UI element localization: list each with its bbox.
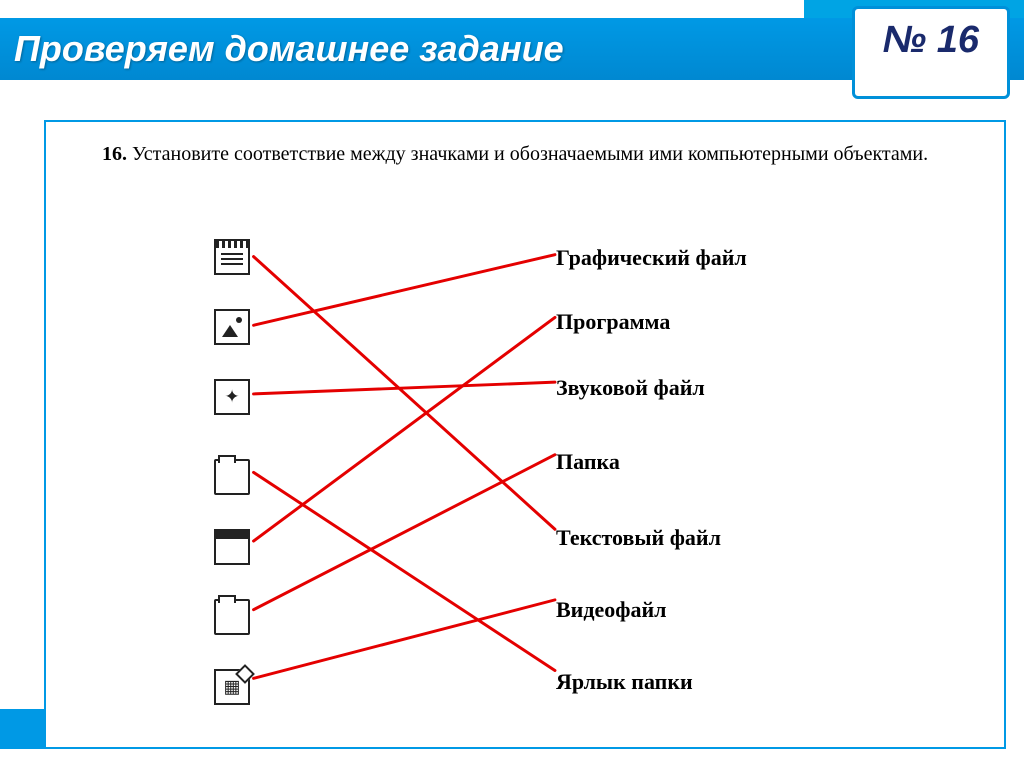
video-icon bbox=[214, 669, 254, 709]
folder2-icon bbox=[214, 599, 254, 639]
label-graphic: Графический файл bbox=[556, 245, 747, 271]
label-program: Программа bbox=[556, 309, 670, 335]
question-body: Установите соответствие между значками и… bbox=[132, 143, 928, 165]
content-frame: 16. Установите соответствие между значка… bbox=[44, 120, 1006, 749]
question-number: 16. bbox=[102, 143, 127, 165]
connection-lines bbox=[46, 237, 1004, 747]
label-folder: Папка bbox=[556, 449, 620, 475]
label-sound: Звуковой файл bbox=[556, 375, 705, 401]
question-text: 16. Установите соответствие между значка… bbox=[102, 140, 948, 169]
matching-diagram: Графический файл Программа Звуковой файл… bbox=[46, 237, 1004, 747]
page-title: Проверяем домашнее задание bbox=[14, 28, 564, 70]
left-accent-block bbox=[0, 709, 44, 749]
image-icon bbox=[214, 309, 254, 349]
notepad-icon bbox=[214, 239, 254, 279]
label-video: Видеофайл bbox=[556, 597, 666, 623]
label-text: Текстовый файл bbox=[556, 525, 721, 551]
sound-icon bbox=[214, 379, 254, 419]
folder-icon bbox=[214, 459, 254, 499]
task-number-badge: № 16 bbox=[852, 6, 1010, 99]
window-icon bbox=[214, 529, 254, 569]
label-shortcut: Ярлык папки bbox=[556, 669, 693, 695]
